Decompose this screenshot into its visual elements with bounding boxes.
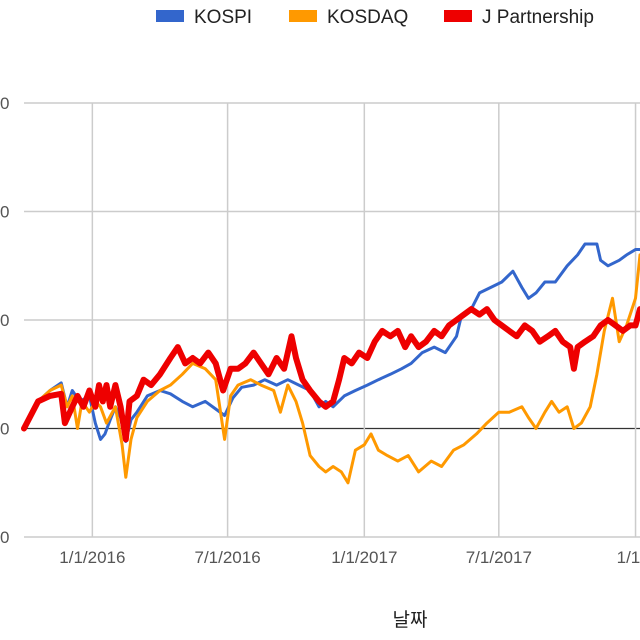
series-line-kosdaq (22, 253, 640, 485)
x-tick-label: 7/1/2017 (466, 548, 532, 567)
series-line-j-partnership (21, 306, 640, 443)
y-tick-label: 0 (0, 203, 9, 222)
legend-swatch-j-partnership (444, 10, 472, 22)
y-tick-label: 0 (0, 528, 9, 547)
legend-swatch-kospi (156, 10, 184, 22)
chart-series (21, 242, 640, 485)
x-axis-label: 날짜 (393, 609, 428, 631)
chart-tick-labels: 0 0 0 0 0 1/1/2016 7/1/2016 1/1/2017 7/1/2017 1/1… (0, 94, 640, 567)
x-tick-label: 1/1/2 (617, 548, 640, 567)
legend-label-j-partnership: J Partnership (482, 7, 594, 28)
legend-label-kosdaq: KOSDAQ (327, 7, 408, 28)
x-tick-label: 1/1/2016 (59, 548, 125, 567)
x-tick-label: 1/1/2017 (331, 548, 397, 567)
chart-grid (24, 102, 640, 538)
y-tick-label: 0 (0, 311, 9, 330)
legend-label-kospi: KOSPI (194, 7, 252, 28)
chart-legend: KOSPI KOSDAQ J Partnership (156, 7, 594, 28)
x-tick-label: 7/1/2016 (195, 548, 261, 567)
y-tick-label: 0 (0, 420, 9, 439)
legend-swatch-kosdaq (289, 10, 317, 22)
y-tick-label: 0 (0, 94, 9, 113)
